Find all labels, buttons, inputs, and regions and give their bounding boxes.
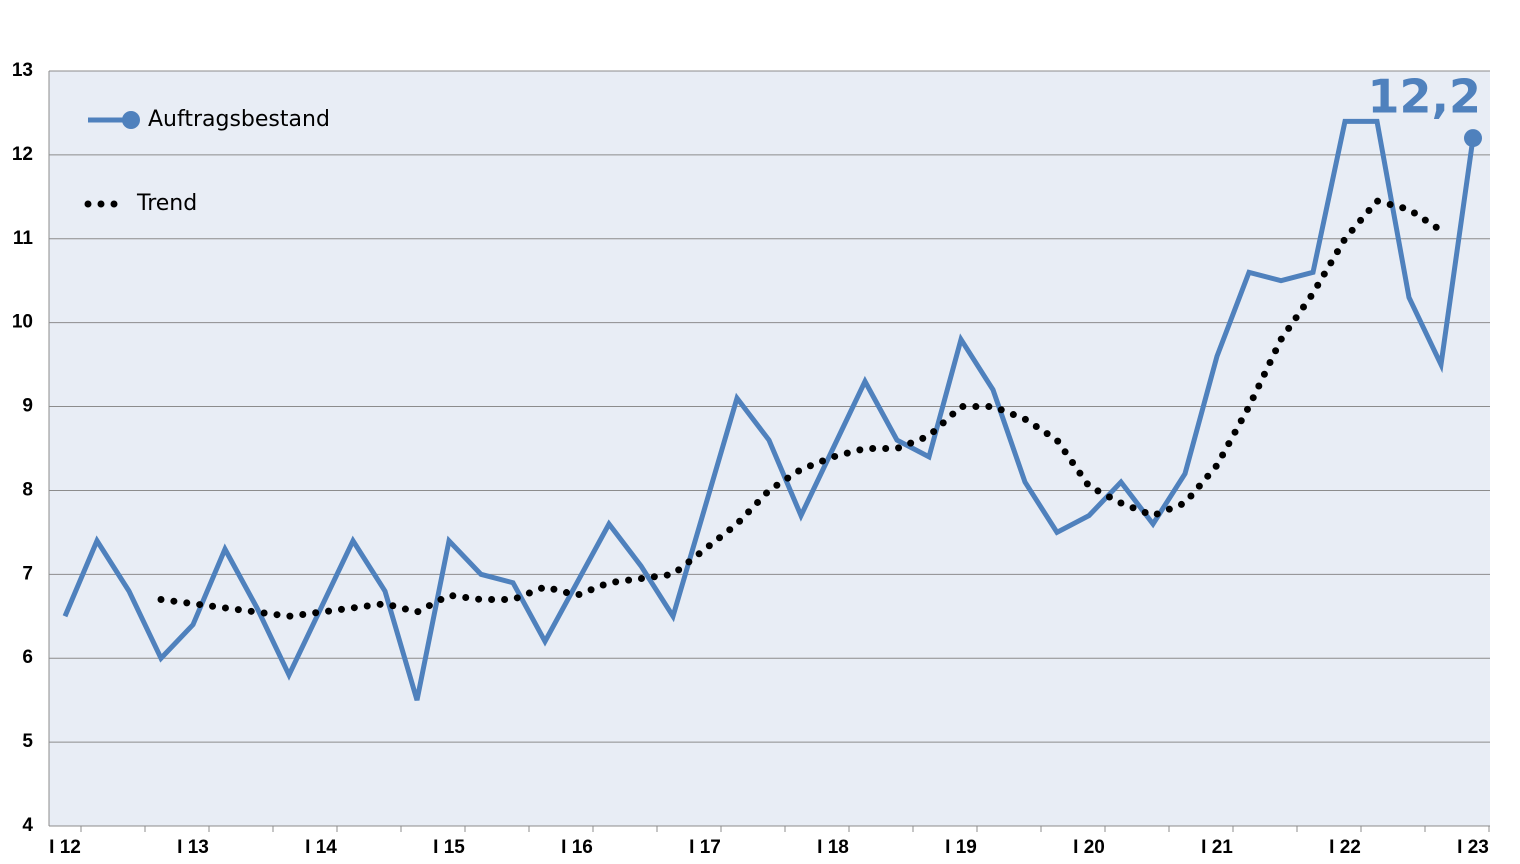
y-tick-label: 13 — [12, 60, 33, 81]
plot-area — [49, 71, 1490, 826]
x-tick-label: I 14 — [305, 837, 337, 858]
y-tick-label: 4 — [22, 815, 33, 836]
x-tick-label: I 22 — [1329, 837, 1361, 858]
point-marker — [1464, 129, 1482, 148]
x-tick-label: I 23 — [1457, 837, 1489, 858]
x-tick-label: I 15 — [433, 837, 465, 858]
legend-label: Auftragsbestand — [148, 107, 330, 132]
y-tick-label: 10 — [12, 312, 33, 333]
y-tick-label: 9 — [22, 396, 33, 417]
y-tick-label: 7 — [22, 563, 33, 584]
y-tick-label: 8 — [22, 479, 33, 500]
value-label: 12,2 — [1368, 70, 1482, 124]
y-tick-label: 6 — [22, 647, 33, 668]
x-tick-label: I 20 — [1073, 837, 1105, 858]
series-line — [62, 118, 1476, 701]
y-tick-label: 12 — [12, 144, 33, 165]
y-tick-label: 11 — [13, 228, 34, 249]
legend-label: Trend — [136, 191, 197, 216]
x-tick-label: I 21 — [1201, 837, 1233, 858]
y-tick-label: 5 — [22, 731, 33, 752]
x-tick-label: I 13 — [177, 837, 209, 858]
trend-line — [157, 197, 1445, 620]
x-tick-label: I 17 — [689, 837, 721, 858]
x-tick-label: I 19 — [945, 837, 977, 858]
x-tick-label: I 18 — [817, 837, 849, 858]
legend-marker — [122, 111, 140, 129]
x-tick-label: I 16 — [561, 837, 593, 858]
x-tick-label: I 12 — [49, 837, 81, 858]
